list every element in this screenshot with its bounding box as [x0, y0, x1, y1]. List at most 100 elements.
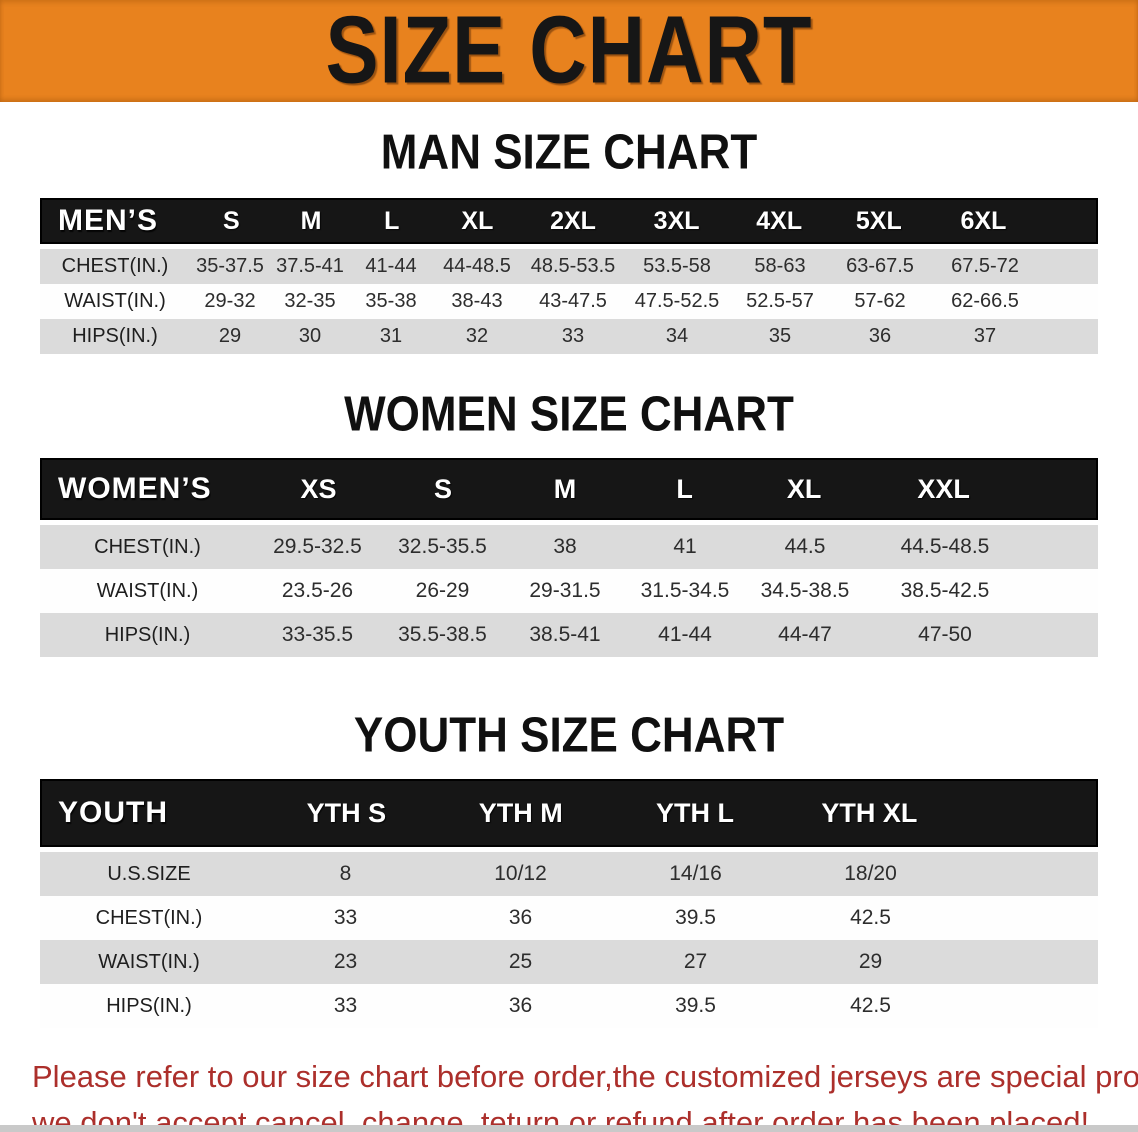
page-title: SIZE CHART	[325, 0, 813, 104]
women-section-heading: WOMEN SIZE CHART	[0, 387, 1138, 442]
women-size-header-xl: XL	[786, 473, 822, 504]
value-cell: 32	[465, 325, 489, 347]
youth-table-header-row: YOUTH YTH S YTH M YTH L YTH XL	[40, 779, 1098, 847]
women-waist-row: WAIST(IN.) 23.5-26 26-29 29-31.5 31.5-34…	[40, 569, 1098, 613]
men-size-table: MEN’S S M L XL 2XL 3XL 4XL 5XL 6XL CHEST…	[40, 198, 1098, 354]
value-cell: 44.5-48.5	[900, 535, 990, 558]
value-cell: 8	[339, 862, 352, 885]
youth-table-label: YOUTH	[58, 796, 168, 829]
value-cell: 42.5	[850, 994, 891, 1017]
women-size-header-s: S	[434, 473, 453, 504]
value-cell: 32-35	[284, 290, 336, 312]
men-section-heading-text: MAN SIZE CHART	[380, 125, 758, 180]
men-waist-row: WAIST(IN.) 29-32 32-35 35-38 38-43 43-47…	[40, 284, 1098, 319]
order-notice: Please refer to our size chart before or…	[0, 1054, 1138, 1132]
women-size-header-l: L	[676, 473, 693, 504]
value-cell: 33	[333, 994, 358, 1017]
row-label: WAIST(IN.)	[64, 290, 166, 312]
value-cell: 37	[973, 325, 997, 347]
youth-size-header-m: YTH M	[478, 797, 563, 828]
row-label: WAIST(IN.)	[96, 579, 199, 602]
value-cell: 29.5-32.5	[273, 535, 362, 558]
men-size-header-6xl: 6XL	[960, 206, 1007, 235]
value-cell: 31	[379, 325, 403, 347]
value-cell: 36	[508, 906, 533, 929]
value-cell: 34	[665, 325, 689, 347]
value-cell: 38.5-42.5	[900, 579, 990, 602]
row-label: HIPS(IN.)	[106, 994, 192, 1017]
women-table-header-row: WOMEN’S XS S M L XL XXL	[40, 458, 1098, 520]
men-table-label: MEN’S	[58, 204, 159, 237]
youth-chest-row: CHEST(IN.) 33 36 39.5 42.5	[40, 896, 1098, 940]
value-cell: 62-66.5	[951, 290, 1019, 312]
men-size-header-s: S	[222, 206, 240, 235]
value-cell: 42.5	[850, 906, 891, 929]
value-cell: 58-63	[754, 255, 806, 277]
women-chest-row: CHEST(IN.) 29.5-32.5 32.5-35.5 38 41 44.…	[40, 525, 1098, 569]
value-cell: 52.5-57	[746, 290, 814, 312]
value-cell: 30	[298, 325, 322, 347]
value-cell: 35	[768, 325, 792, 347]
value-cell: 39.5	[675, 906, 716, 929]
men-size-header-4xl: 4XL	[756, 206, 803, 235]
youth-ussize-row: U.S.SIZE 8 10/12 14/16 18/20	[40, 852, 1098, 896]
value-cell: 57-62	[854, 290, 906, 312]
value-cell: 29	[218, 325, 242, 347]
value-cell: 37.5-41	[276, 255, 344, 277]
women-hips-row: HIPS(IN.) 33-35.5 35.5-38.5 38.5-41 41-4…	[40, 613, 1098, 657]
value-cell: 67.5-72	[951, 255, 1019, 277]
value-cell: 63-67.5	[846, 255, 914, 277]
value-cell: 44-48.5	[443, 255, 511, 277]
value-cell: 36	[868, 325, 892, 347]
value-cell: 32.5-35.5	[398, 535, 487, 558]
banner: SIZE CHART	[0, 0, 1138, 103]
value-cell: 39.5	[675, 994, 716, 1017]
row-label: HIPS(IN.)	[72, 325, 158, 347]
value-cell: 27	[683, 950, 708, 973]
men-section-heading: MAN SIZE CHART	[0, 125, 1138, 180]
men-chest-row: CHEST(IN.) 35-37.5 37.5-41 41-44 44-48.5…	[40, 249, 1098, 284]
youth-section-heading: YOUTH SIZE CHART	[0, 708, 1138, 763]
youth-size-header-xl: YTH XL	[821, 797, 918, 828]
value-cell: 34.5-38.5	[760, 579, 850, 602]
youth-section-heading-text: YOUTH SIZE CHART	[353, 708, 785, 763]
value-cell: 10/12	[494, 862, 547, 885]
value-cell: 18/20	[844, 862, 897, 885]
row-label: CHEST(IN.)	[95, 906, 203, 929]
women-size-header-xs: XS	[300, 473, 337, 504]
value-cell: 43-47.5	[539, 290, 607, 312]
value-cell: 41	[673, 535, 697, 558]
value-cell: 26-29	[415, 579, 470, 602]
row-label: CHEST(IN.)	[61, 255, 169, 277]
women-size-header-m: M	[553, 473, 577, 504]
youth-waist-row: WAIST(IN.) 23 25 27 29	[40, 940, 1098, 984]
men-size-header-3xl: 3XL	[653, 206, 700, 235]
value-cell: 38.5-41	[529, 623, 601, 646]
value-cell: 41-44	[658, 623, 712, 646]
men-hips-row: HIPS(IN.) 29 30 31 32 33 34 35 36 37	[40, 319, 1098, 354]
men-table-header-row: MEN’S S M L XL 2XL 3XL 4XL 5XL 6XL	[40, 198, 1098, 244]
value-cell: 35.5-38.5	[398, 623, 487, 646]
value-cell: 48.5-53.5	[530, 255, 616, 277]
value-cell: 29-32	[204, 290, 256, 312]
value-cell: 47.5-52.5	[634, 290, 720, 312]
bottom-edge-strip	[0, 1125, 1138, 1132]
men-size-header-m: M	[300, 206, 322, 235]
value-cell: 33-35.5	[281, 623, 354, 646]
row-label: U.S.SIZE	[107, 862, 191, 885]
value-cell: 23.5-26	[281, 579, 354, 602]
men-size-header-5xl: 5XL	[855, 206, 902, 235]
value-cell: 38-43	[451, 290, 503, 312]
youth-size-header-l: YTH L	[656, 797, 735, 828]
value-cell: 35-38	[365, 290, 417, 312]
men-size-header-2xl: 2XL	[550, 206, 596, 235]
value-cell: 33	[333, 906, 358, 929]
men-size-header-xl: XL	[461, 206, 494, 235]
women-size-table: WOMEN’S XS S M L XL XXL CHEST(IN.) 29.5-…	[40, 458, 1098, 657]
value-cell: 14/16	[669, 862, 722, 885]
value-cell: 44.5	[784, 535, 826, 558]
value-cell: 36	[508, 994, 533, 1017]
order-notice-line-1: Please refer to our size chart before or…	[32, 1059, 1138, 1094]
value-cell: 31.5-34.5	[640, 579, 730, 602]
value-cell: 33	[561, 325, 585, 347]
